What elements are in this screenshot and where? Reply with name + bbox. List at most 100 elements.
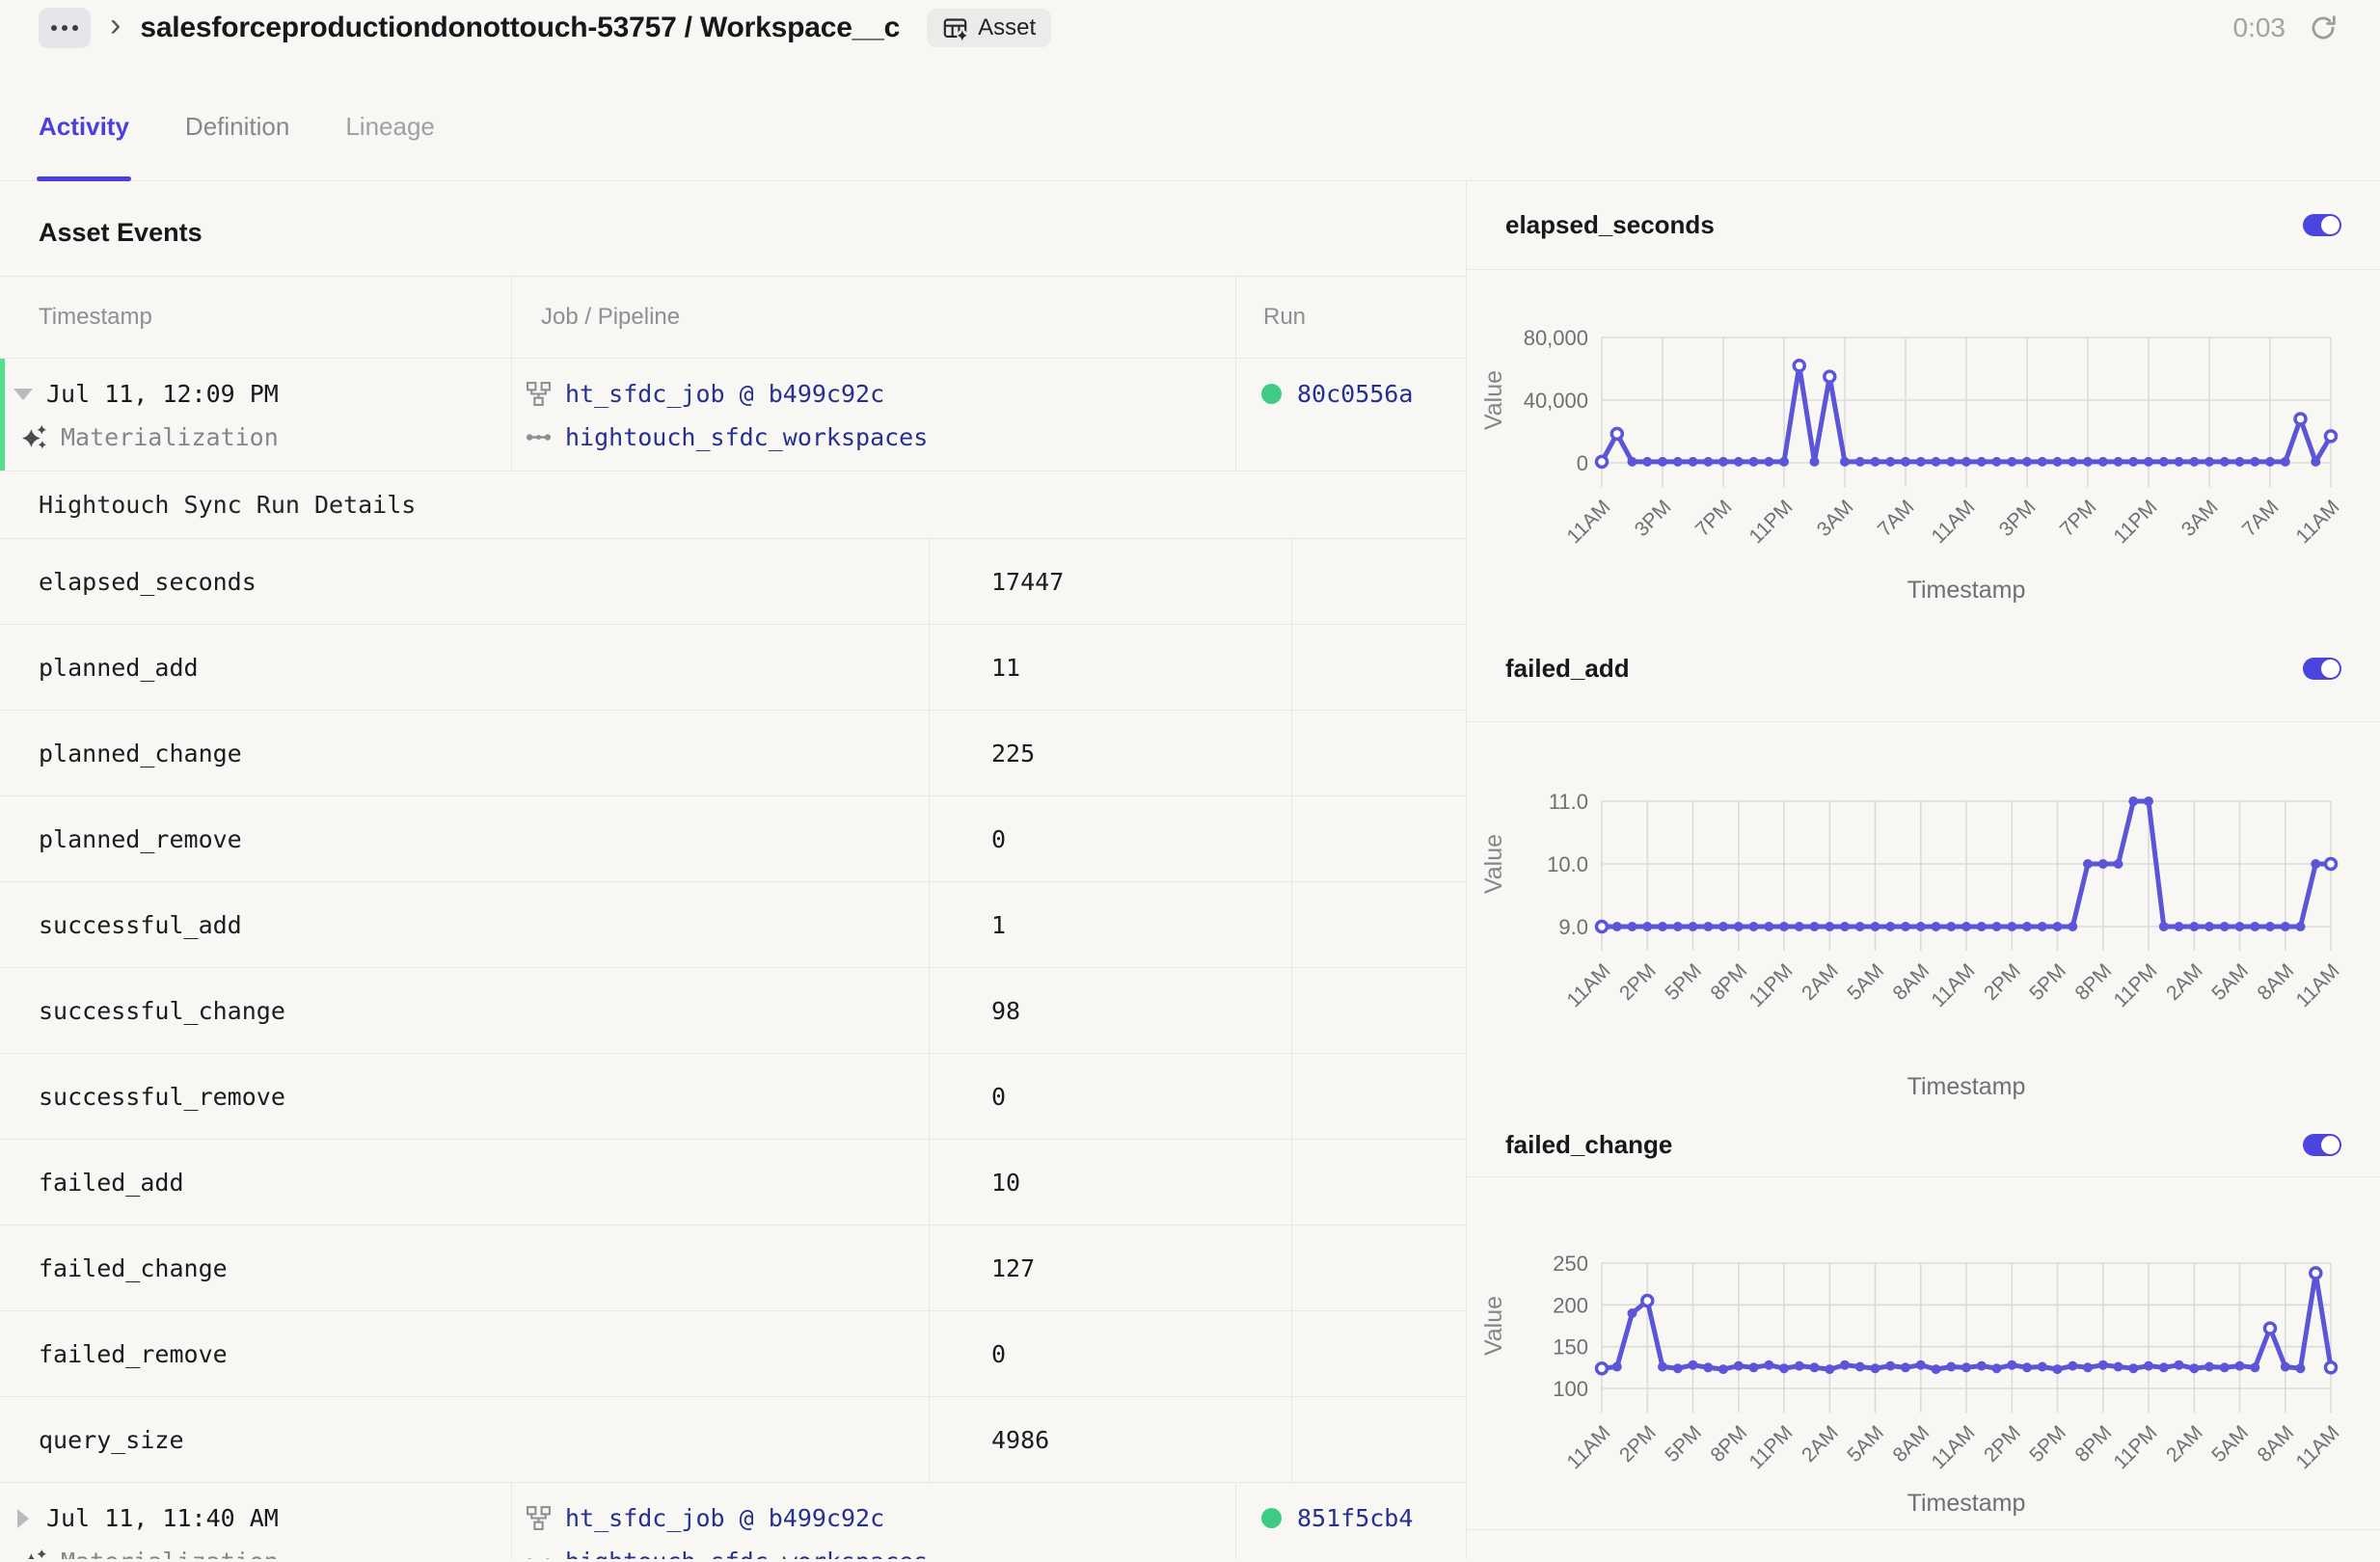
pipeline-link[interactable]: hightouch_sfdc_workspaces xyxy=(565,1548,928,1559)
data-point xyxy=(1961,456,1971,467)
data-point xyxy=(1946,922,1957,931)
data-point xyxy=(2311,859,2321,869)
data-point xyxy=(1931,922,1941,931)
data-point xyxy=(2144,1360,2153,1371)
detail-key: successful_change xyxy=(0,968,930,1053)
column-header-timestamp: Timestamp xyxy=(0,277,512,358)
data-point xyxy=(1733,922,1744,931)
data-point xyxy=(2265,456,2275,467)
chart-toggle[interactable] xyxy=(2303,214,2341,236)
event-type: Materialization xyxy=(61,1548,279,1559)
sync-detail-row: planned_remove 0 xyxy=(0,796,1466,882)
x-tick-label: 8PM xyxy=(1707,1421,1752,1467)
data-point xyxy=(1688,1360,1698,1370)
sync-detail-row: planned_add 11 xyxy=(0,625,1466,711)
chart-toggle[interactable] xyxy=(2303,1133,2341,1156)
run-link[interactable]: 80c0556a xyxy=(1297,380,1414,408)
data-point xyxy=(2219,456,2230,467)
toggle-knob xyxy=(2321,660,2339,678)
detail-key: query_size xyxy=(0,1397,930,1482)
expand-expander-icon[interactable] xyxy=(17,1508,29,1528)
data-point xyxy=(1915,922,1926,931)
y-tick-label: 10.0 xyxy=(1547,852,1588,876)
data-point xyxy=(1931,456,1941,467)
x-tick-label: 2PM xyxy=(1980,959,2025,1005)
data-point xyxy=(2309,1266,2323,1280)
refresh-icon[interactable] xyxy=(2309,13,2338,42)
sync-details-heading: Hightouch Sync Run Details xyxy=(0,471,1466,539)
x-tick-label: 11AM xyxy=(1928,496,1980,548)
x-axis-label: Timestamp xyxy=(1907,577,2026,604)
column-header-job-pipeline: Job / Pipeline xyxy=(512,277,1236,358)
event-job-cell: ht_sfdc_job @ b499c92c hightouch_sfdc_wo… xyxy=(512,359,1236,471)
pipeline-link[interactable]: hightouch_sfdc_workspaces xyxy=(565,423,929,451)
data-point xyxy=(1961,922,1971,931)
data-point xyxy=(2097,456,2108,467)
run-link[interactable]: 851f5cb4 xyxy=(1297,1504,1414,1532)
y-axis-label: Value xyxy=(1480,370,1507,430)
tab-lineage[interactable]: Lineage xyxy=(345,112,435,141)
x-tick-label: 8AM xyxy=(1889,1421,1934,1467)
data-point xyxy=(1748,1362,1759,1373)
data-point xyxy=(2158,456,2169,467)
data-point xyxy=(1885,1360,1896,1371)
asset-event-row[interactable]: Jul 11, 12:09 PM Materialization ht_sfdc… xyxy=(0,359,1466,471)
data-point xyxy=(2128,796,2139,806)
data-point xyxy=(1840,456,1850,467)
x-tick-label: 11AM xyxy=(1563,959,1615,1011)
detail-value: 1 xyxy=(930,882,1292,967)
data-point xyxy=(2052,456,2063,467)
x-tick-label: 5AM xyxy=(2207,959,2253,1005)
event-timestamp-cell: Jul 11, 11:40 AM Materialization xyxy=(0,1483,512,1559)
data-point xyxy=(2234,922,2245,931)
tab-activity[interactable]: Activity xyxy=(37,96,131,181)
data-point xyxy=(2097,1360,2108,1370)
data-point xyxy=(1594,1360,1609,1376)
sync-detail-row: failed_add 10 xyxy=(0,1140,1466,1225)
job-link[interactable]: ht_sfdc_job @ b499c92c xyxy=(565,380,885,408)
detail-key: failed_change xyxy=(0,1225,930,1310)
sync-detail-row: elapsed_seconds 17447 xyxy=(0,539,1466,625)
x-tick-label: 5PM xyxy=(1661,1421,1706,1467)
collapse-expander-icon[interactable] xyxy=(14,388,33,400)
x-tick-label: 5AM xyxy=(2207,1421,2253,1467)
detail-value: 0 xyxy=(930,796,1292,881)
data-point xyxy=(1901,456,1910,467)
breadcrumb-menu-button[interactable] xyxy=(39,8,91,48)
asset-event-row[interactable]: Jul 11, 11:40 AM Materialization ht_sfdc… xyxy=(0,1483,1466,1559)
data-point xyxy=(1642,456,1653,467)
detail-value: 4986 xyxy=(930,1397,1292,1482)
data-point xyxy=(2323,429,2339,444)
x-tick-label: 2PM xyxy=(1615,959,1661,1005)
chart-area: 11AM 2PM 5PM 8PM 11PM 2AM 5AM 8AM 11AM 2PM 5PM 8PM 1… xyxy=(1467,1177,2380,1529)
data-point xyxy=(1854,1361,1865,1372)
data-point xyxy=(2037,1361,2047,1372)
chart-toggle[interactable] xyxy=(2303,658,2341,680)
data-point xyxy=(2128,1363,2139,1374)
data-point xyxy=(1825,922,1835,931)
y-tick-label: 9.0 xyxy=(1558,915,1588,939)
x-tick-label: 3PM xyxy=(1631,496,1676,541)
data-point xyxy=(2068,922,2078,931)
sync-detail-row: successful_remove 0 xyxy=(0,1054,1466,1140)
toggle-knob xyxy=(2321,1135,2339,1154)
y-tick-label: 0 xyxy=(1577,451,1588,475)
column-header-run: Run xyxy=(1263,304,1307,330)
y-tick-label: 100 xyxy=(1553,1377,1588,1401)
data-point xyxy=(1627,922,1637,931)
data-point xyxy=(2113,456,2123,467)
data-point xyxy=(2158,922,2169,931)
data-point xyxy=(1703,922,1714,931)
asset-table-icon xyxy=(943,17,968,40)
tab-definition[interactable]: Definition xyxy=(184,112,290,141)
data-point xyxy=(1658,1361,1667,1372)
y-tick-label: 250 xyxy=(1553,1252,1588,1276)
y-tick-label: 11.0 xyxy=(1549,790,1588,814)
data-point xyxy=(2052,922,2063,931)
data-point xyxy=(1764,922,1774,931)
data-point xyxy=(2022,456,2032,467)
y-tick-label: 150 xyxy=(1553,1335,1588,1360)
job-link[interactable]: ht_sfdc_job @ b499c92c xyxy=(565,1504,885,1532)
data-point xyxy=(1764,456,1774,467)
data-point xyxy=(2234,1360,2245,1371)
